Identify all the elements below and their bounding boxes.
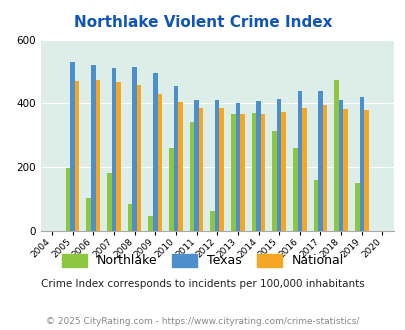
Bar bbox=[363, 110, 368, 231]
Bar bbox=[173, 86, 178, 231]
Bar bbox=[313, 180, 318, 231]
Bar bbox=[230, 114, 235, 231]
Bar bbox=[343, 110, 347, 231]
Bar bbox=[194, 100, 198, 231]
Bar bbox=[210, 211, 214, 231]
Bar bbox=[272, 131, 276, 231]
Bar bbox=[86, 198, 91, 231]
Bar bbox=[91, 65, 95, 231]
Bar bbox=[157, 94, 162, 231]
Bar bbox=[281, 112, 285, 231]
Bar bbox=[318, 91, 322, 231]
Bar bbox=[354, 183, 359, 231]
Bar bbox=[256, 102, 260, 231]
Bar bbox=[70, 62, 75, 231]
Bar bbox=[276, 99, 281, 231]
Bar bbox=[75, 82, 79, 231]
Bar bbox=[251, 113, 256, 231]
Bar bbox=[168, 148, 173, 231]
Bar bbox=[128, 204, 132, 231]
Bar bbox=[132, 67, 136, 231]
Legend: Northlake, Texas, National: Northlake, Texas, National bbox=[57, 249, 348, 273]
Text: Northlake Violent Crime Index: Northlake Violent Crime Index bbox=[74, 15, 331, 30]
Bar bbox=[107, 173, 111, 231]
Bar bbox=[189, 122, 194, 231]
Bar bbox=[338, 100, 343, 231]
Bar bbox=[95, 80, 100, 231]
Bar bbox=[322, 105, 326, 231]
Bar bbox=[292, 148, 297, 231]
Bar bbox=[116, 82, 120, 231]
Bar bbox=[66, 168, 70, 231]
Bar bbox=[297, 91, 301, 231]
Bar bbox=[111, 68, 116, 231]
Bar bbox=[301, 108, 306, 231]
Bar bbox=[178, 102, 182, 231]
Bar bbox=[198, 108, 203, 231]
Text: © 2025 CityRating.com - https://www.cityrating.com/crime-statistics/: © 2025 CityRating.com - https://www.city… bbox=[46, 317, 359, 326]
Text: Crime Index corresponds to incidents per 100,000 inhabitants: Crime Index corresponds to incidents per… bbox=[41, 279, 364, 289]
Bar bbox=[333, 80, 338, 231]
Bar bbox=[148, 216, 153, 231]
Bar bbox=[235, 103, 239, 231]
Bar bbox=[214, 100, 219, 231]
Bar bbox=[260, 114, 265, 231]
Bar bbox=[359, 97, 363, 231]
Bar bbox=[153, 73, 157, 231]
Bar bbox=[219, 108, 224, 231]
Bar bbox=[136, 85, 141, 231]
Bar bbox=[239, 114, 244, 231]
